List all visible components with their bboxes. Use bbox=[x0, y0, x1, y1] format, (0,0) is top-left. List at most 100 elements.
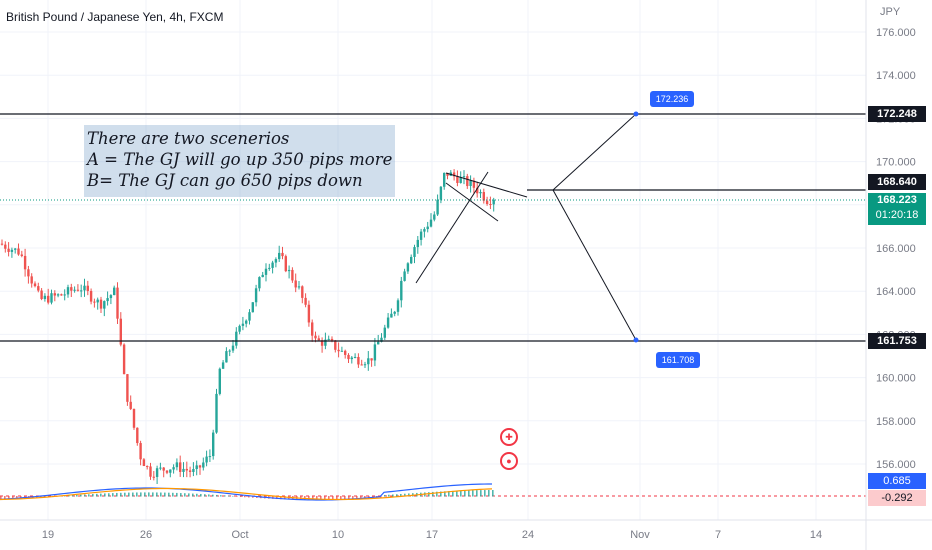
macd-histogram-bar bbox=[12, 496, 14, 500]
candle-body bbox=[116, 287, 119, 319]
candle-body bbox=[268, 267, 271, 269]
macd-histogram-bar bbox=[140, 492, 142, 497]
macd-histogram-bar bbox=[336, 496, 338, 500]
macd-histogram-bar bbox=[216, 494, 218, 497]
candle-body bbox=[314, 335, 317, 339]
price-tick-label: 166.000 bbox=[876, 243, 916, 255]
candle-body bbox=[416, 239, 419, 248]
macd-histogram-bar bbox=[160, 492, 162, 497]
candle-body bbox=[261, 274, 264, 278]
price-tick-label: 158.000 bbox=[876, 416, 916, 428]
candle-body bbox=[436, 199, 439, 215]
candle-body bbox=[254, 288, 258, 303]
candle-body bbox=[489, 204, 492, 206]
candle-body bbox=[63, 294, 66, 296]
candle-body bbox=[360, 364, 363, 366]
time-tick-label: 19 bbox=[42, 529, 54, 541]
macd-histogram-bar bbox=[244, 496, 246, 498]
candle-body bbox=[37, 286, 40, 291]
candle-body bbox=[139, 443, 142, 460]
price-axis[interactable]: 176.000174.000172.000170.000168.000166.0… bbox=[876, 27, 916, 471]
macd-histogram-bar bbox=[148, 492, 150, 497]
time-tick-label: 10 bbox=[332, 529, 344, 541]
candle-body bbox=[429, 219, 433, 227]
candle-body bbox=[390, 313, 393, 318]
macd-histogram-bar bbox=[112, 493, 114, 497]
macd-histogram-bar bbox=[16, 496, 18, 500]
macd-histogram-bar bbox=[316, 496, 318, 501]
analysis-note[interactable]: There are two scenerios A = The GJ will … bbox=[84, 125, 395, 197]
macd-histogram-bar bbox=[8, 496, 10, 500]
symbol-title[interactable]: British Pound / Japanese Yen, 4h, FXCM bbox=[6, 10, 224, 24]
macd-histogram-bar bbox=[0, 496, 2, 500]
candle-body bbox=[129, 401, 132, 409]
scenario-down-path[interactable] bbox=[552, 189, 637, 341]
candle-body bbox=[182, 468, 185, 472]
note-line-1: There are two scenerios bbox=[87, 129, 290, 148]
candle-body bbox=[89, 290, 93, 302]
target-up-label[interactable]: 172.236 bbox=[650, 91, 694, 107]
candle-body bbox=[106, 298, 109, 302]
macd-histogram-bar bbox=[388, 494, 390, 497]
candle-body bbox=[393, 311, 396, 314]
candle-body bbox=[459, 177, 462, 183]
macd-histogram-bar bbox=[220, 495, 222, 497]
candle-body bbox=[482, 192, 485, 201]
candle-body bbox=[33, 283, 37, 287]
macd-histogram-bar bbox=[380, 496, 382, 499]
macd-histogram-bar bbox=[200, 493, 202, 497]
candle-body bbox=[344, 350, 347, 355]
macd-histogram-bar bbox=[228, 495, 230, 497]
candle-body bbox=[27, 269, 30, 277]
macd-histogram-bar bbox=[332, 496, 334, 501]
candle-body bbox=[317, 338, 320, 341]
macd-histogram-bar bbox=[252, 496, 254, 498]
candle-body bbox=[307, 304, 311, 323]
macd-histogram-bar bbox=[472, 490, 474, 497]
candle-body bbox=[410, 256, 413, 264]
candle-body bbox=[109, 295, 113, 299]
target-down-label[interactable]: 161.708 bbox=[656, 352, 700, 368]
japan-flag-icon[interactable]: ● bbox=[500, 452, 518, 470]
macd-histogram-bar bbox=[468, 490, 470, 497]
candle-body bbox=[14, 248, 17, 250]
candle-body bbox=[258, 277, 261, 289]
candle-body bbox=[228, 350, 231, 352]
target-up-point[interactable] bbox=[633, 111, 639, 117]
candle-body bbox=[175, 462, 179, 468]
macd-histogram-bar bbox=[88, 494, 90, 497]
macd-histogram-bar bbox=[84, 494, 86, 497]
macd-histogram-bar bbox=[280, 496, 282, 500]
candle-body bbox=[311, 322, 314, 336]
candle-body bbox=[0, 243, 4, 245]
pennant-pole-line[interactable] bbox=[415, 171, 489, 284]
scenario-up-path[interactable] bbox=[552, 113, 637, 191]
candle-body bbox=[334, 340, 337, 350]
pennant-upper-line[interactable] bbox=[445, 172, 528, 198]
macd-histogram-bar bbox=[428, 492, 430, 497]
uk-flag-icon[interactable]: ✚ bbox=[500, 428, 518, 446]
candle-body bbox=[423, 229, 426, 232]
pennant-lower-line[interactable] bbox=[445, 182, 499, 222]
candle-body bbox=[198, 465, 202, 468]
candle-body bbox=[43, 295, 47, 299]
candle-body bbox=[426, 226, 429, 230]
candle-body bbox=[337, 349, 340, 352]
candle-body bbox=[373, 344, 377, 361]
target-down-point[interactable] bbox=[633, 337, 639, 343]
macd-histogram-bar bbox=[384, 494, 386, 497]
candle-body bbox=[80, 290, 83, 292]
candle-body bbox=[225, 351, 228, 363]
macd-histogram-bar bbox=[276, 496, 278, 500]
macd-histogram-bar bbox=[404, 493, 406, 497]
candle-body bbox=[248, 312, 251, 321]
macd-signal-line bbox=[0, 487, 493, 501]
macd-histogram-bar bbox=[476, 490, 478, 497]
candle-body bbox=[274, 259, 278, 263]
macd-histogram-bar bbox=[128, 492, 130, 497]
time-axis[interactable]: 19 26 Oct 10 17 24 Nov 7 14 bbox=[42, 529, 822, 541]
macd-histogram-bar bbox=[192, 493, 194, 497]
time-tick-label: 26 bbox=[140, 529, 152, 541]
macd-histogram-bar bbox=[328, 496, 330, 501]
